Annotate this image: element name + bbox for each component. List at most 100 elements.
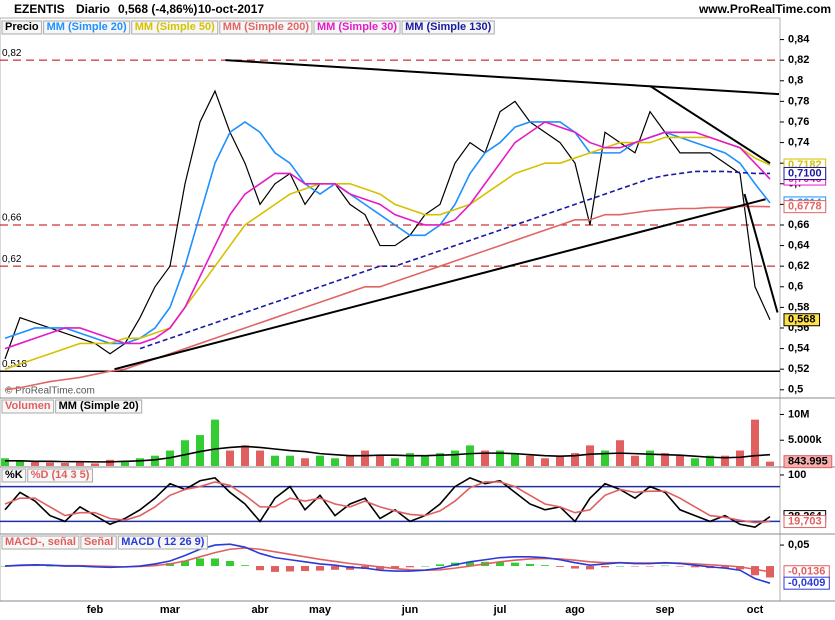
bar: [376, 566, 384, 570]
bar: [406, 566, 414, 568]
x-tick-label: sep: [656, 604, 675, 616]
bar: [526, 563, 534, 567]
value-label-box: [783, 576, 830, 590]
legend-entry: %K: [5, 469, 23, 481]
legend-entry: MACD ( 12 26 9): [121, 536, 204, 548]
value-label: 19,703: [788, 515, 822, 527]
legend-box: [1, 20, 43, 35]
bar: [301, 566, 309, 572]
quote: 0,568 (-4,86%): [118, 2, 197, 16]
bar: [256, 450, 264, 466]
bar: [226, 561, 234, 567]
value-label: 843.995: [788, 456, 828, 468]
trend-line: [114, 198, 766, 371]
bar: [481, 450, 489, 466]
bar: [61, 462, 69, 466]
y-tick-label: 0,52: [788, 363, 809, 375]
y-tick-label: 0,82: [788, 54, 809, 66]
y-tick-label: 0,76: [788, 116, 809, 128]
bar: [511, 453, 519, 466]
series-line: [139, 170, 770, 350]
bar: [286, 455, 294, 466]
value-label: -0,0409: [788, 577, 825, 589]
bar: [661, 565, 669, 567]
bar: [376, 455, 384, 466]
bar: [736, 566, 744, 570]
y-tick-label: 0,62: [788, 260, 809, 272]
watermark: © ProRealTime.com: [5, 386, 95, 397]
x-tick-label: jun: [401, 604, 419, 616]
bar: [121, 461, 129, 466]
bar: [196, 558, 204, 567]
y-tick-label: 0,5: [788, 384, 803, 396]
y-tick-label: 10M: [788, 408, 809, 420]
bar: [136, 458, 144, 466]
series-line: [5, 445, 771, 463]
value-label-box: [783, 200, 827, 214]
bar: [436, 453, 444, 466]
y-tick-label: 0,58: [788, 301, 809, 313]
trend-line: [743, 193, 779, 313]
bar: [181, 440, 189, 466]
x-tick-label: feb: [87, 604, 104, 616]
bar: [331, 566, 339, 570]
legend-box: [1, 468, 27, 483]
bar: [181, 560, 189, 567]
x-tick-label: mar: [160, 604, 181, 616]
legend-box: [117, 535, 208, 550]
value-label: 0,6778: [788, 201, 822, 213]
h-line-label: 0,62: [2, 254, 22, 265]
bar: [766, 461, 774, 466]
value-label-box: [783, 166, 827, 180]
legend-box: [401, 20, 495, 35]
period: Diario: [76, 2, 110, 16]
legend-entry: MM (Simple 20): [59, 400, 139, 412]
bar: [271, 566, 279, 572]
bar: [1, 566, 9, 567]
date: 10-oct-2017: [198, 2, 264, 16]
legend-entry: MM (Simple 130): [405, 21, 492, 33]
bar: [496, 450, 504, 466]
y-tick-label: 0,8: [788, 75, 803, 87]
bar: [421, 455, 429, 466]
y-tick-label: 100: [788, 469, 806, 481]
y-tick-label: 0,74: [788, 136, 810, 148]
legend-box: [219, 20, 313, 35]
bar: [46, 566, 54, 567]
bar: [631, 455, 639, 466]
legend-entry: Volumen: [5, 400, 51, 412]
y-tick-label: 5.000k: [788, 434, 823, 446]
legend-entry: Precio: [5, 21, 39, 33]
value-label-box: [783, 313, 821, 327]
series-line: [4, 205, 771, 391]
h-line-label: 0,82: [2, 48, 22, 59]
bar: [721, 566, 729, 569]
value-label-box: [783, 455, 833, 469]
legend-entry: Señal: [84, 536, 113, 548]
bar: [421, 566, 429, 567]
bar: [391, 458, 399, 466]
y-tick-label: 0,64: [788, 239, 810, 251]
bar: [46, 462, 54, 466]
value-label-box: [783, 515, 827, 529]
bar: [541, 458, 549, 466]
bar: [526, 455, 534, 466]
legend-entry: %D (14 3 5): [31, 469, 90, 481]
bar: [451, 450, 459, 466]
bar: [706, 455, 714, 466]
bar: [676, 455, 684, 466]
trend-line: [649, 85, 771, 165]
value-label: 0,568: [788, 314, 816, 326]
bar: [586, 445, 594, 466]
bar: [616, 566, 624, 567]
bar: [586, 566, 594, 570]
legend-box: [80, 535, 117, 550]
bar: [751, 566, 759, 576]
bar: [736, 450, 744, 466]
bar: [241, 445, 249, 466]
bar: [766, 566, 774, 578]
trend-line: [225, 59, 780, 96]
bar: [541, 565, 549, 567]
